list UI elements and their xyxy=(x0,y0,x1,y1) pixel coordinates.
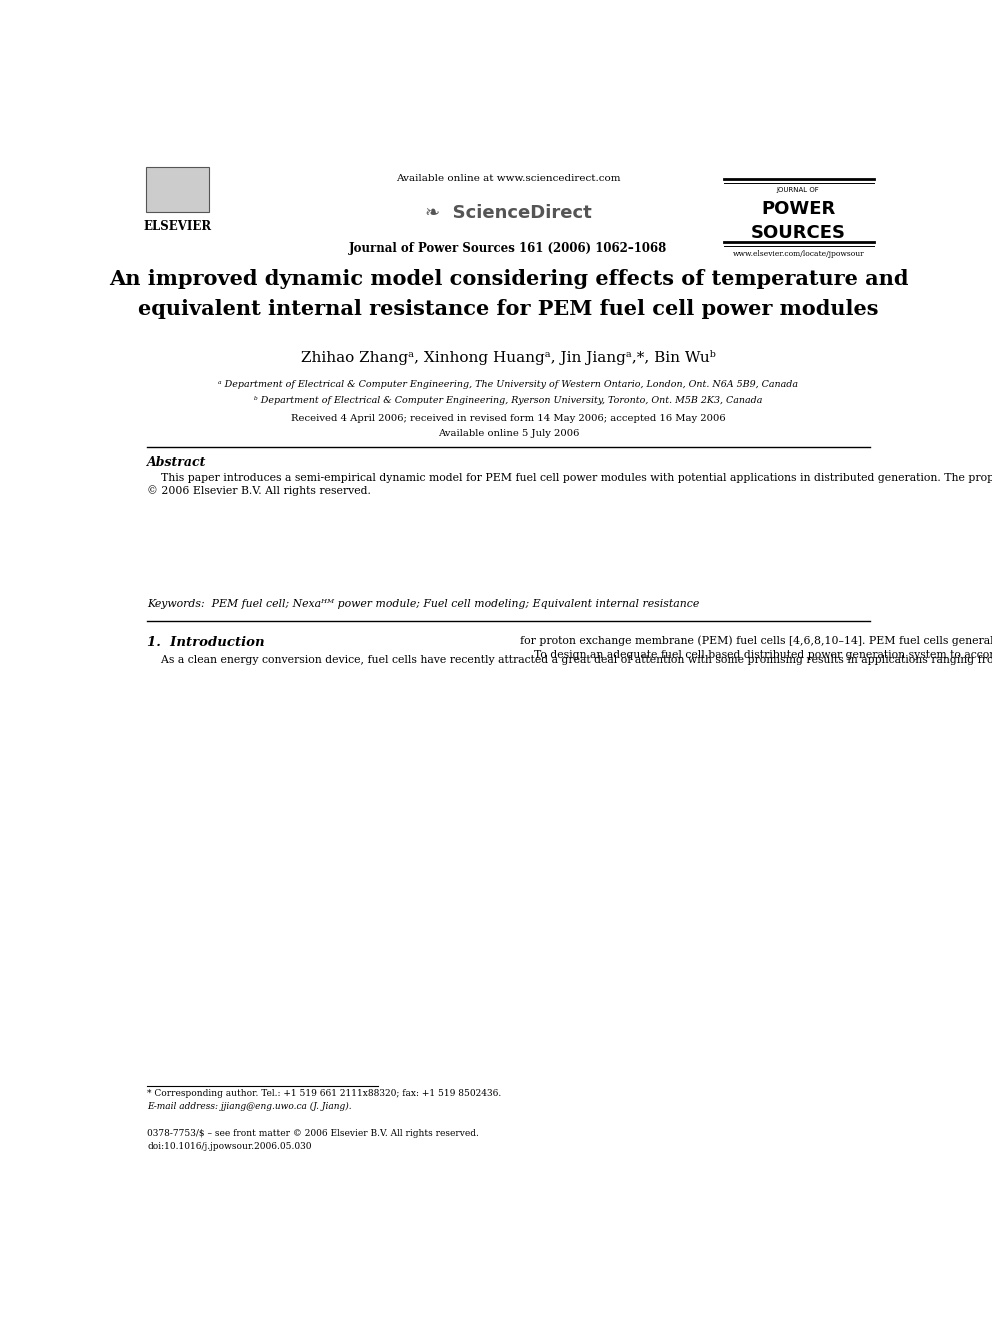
Text: doi:10.1016/j.jpowsour.2006.05.030: doi:10.1016/j.jpowsour.2006.05.030 xyxy=(147,1142,311,1151)
Text: SOURCES: SOURCES xyxy=(751,224,846,242)
Text: equivalent internal resistance for PEM fuel cell power modules: equivalent internal resistance for PEM f… xyxy=(138,299,879,319)
Text: As a clean energy conversion device, fuel cells have recently attracted a great : As a clean energy conversion device, fue… xyxy=(147,655,992,665)
Text: Zhihao Zhangᵃ, Xinhong Huangᵃ, Jin Jiangᵃ,*, Bin Wuᵇ: Zhihao Zhangᵃ, Xinhong Huangᵃ, Jin Jiang… xyxy=(301,351,716,365)
Bar xyxy=(146,167,208,212)
Text: www.elsevier.com/locate/jpowsour: www.elsevier.com/locate/jpowsour xyxy=(732,250,864,258)
Text: * Corresponding author. Tel.: +1 519 661 2111x88320; fax: +1 519 8502436.: * Corresponding author. Tel.: +1 519 661… xyxy=(147,1089,501,1098)
Text: ❧  ScienceDirect: ❧ ScienceDirect xyxy=(425,204,592,221)
Text: Received 4 April 2006; received in revised form 14 May 2006; accepted 16 May 200: Received 4 April 2006; received in revis… xyxy=(291,414,726,423)
Text: Keywords:  PEM fuel cell; Nexaᴴᴹ power module; Fuel cell modeling; Equivalent in: Keywords: PEM fuel cell; Nexaᴴᴹ power mo… xyxy=(147,599,699,609)
Text: Available online 5 July 2006: Available online 5 July 2006 xyxy=(437,429,579,438)
Text: An improved dynamic model considering effects of temperature and: An improved dynamic model considering ef… xyxy=(109,269,908,288)
Text: This paper introduces a semi-empirical dynamic model for PEM fuel cell power mod: This paper introduces a semi-empirical d… xyxy=(147,472,992,496)
Text: E-mail address: jjiang@eng.uwo.ca (J. Jiang).: E-mail address: jjiang@eng.uwo.ca (J. Ji… xyxy=(147,1102,352,1111)
Text: ᵃ Department of Electrical & Computer Engineering, The University of Western Ont: ᵃ Department of Electrical & Computer En… xyxy=(218,380,799,389)
Text: ᵇ Department of Electrical & Computer Engineering, Ryerson University, Toronto, : ᵇ Department of Electrical & Computer En… xyxy=(254,396,763,405)
Text: ELSEVIER: ELSEVIER xyxy=(143,220,211,233)
Text: Available online at www.sciencedirect.com: Available online at www.sciencedirect.co… xyxy=(396,175,621,183)
Text: for proton exchange membrane (PEM) fuel cells [4,6,8,10–14]. PEM fuel cells gene: for proton exchange membrane (PEM) fuel … xyxy=(520,635,992,660)
Text: 1.  Introduction: 1. Introduction xyxy=(147,635,265,648)
Text: POWER: POWER xyxy=(761,200,835,217)
Text: JOURNAL OF: JOURNAL OF xyxy=(777,188,819,193)
Text: 0378-7753/$ – see front matter © 2006 Elsevier B.V. All rights reserved.: 0378-7753/$ – see front matter © 2006 El… xyxy=(147,1129,479,1138)
Text: Journal of Power Sources 161 (2006) 1062–1068: Journal of Power Sources 161 (2006) 1062… xyxy=(349,242,668,255)
Text: Abstract: Abstract xyxy=(147,456,206,470)
